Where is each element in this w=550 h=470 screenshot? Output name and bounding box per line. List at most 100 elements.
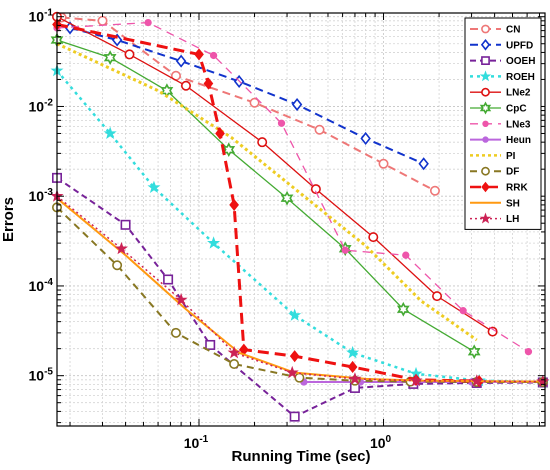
- legend-label-lne3: LNe3: [506, 119, 531, 130]
- data-point-lne3: [341, 246, 349, 254]
- legend-item-lne3: LNe3: [470, 119, 531, 130]
- data-point-cn: [249, 97, 260, 108]
- data-point-upfd: [291, 98, 303, 112]
- legend-marker-roeh: [479, 70, 492, 82]
- tick-base: 10: [29, 9, 45, 25]
- y-tick-label: 10-4: [29, 277, 54, 294]
- x-tick-label: 10-1: [184, 434, 209, 451]
- plot-area: [50, 11, 550, 427]
- data-point-lne3: [277, 119, 286, 127]
- data-point-lh: [536, 374, 550, 388]
- data-point-lne2: [432, 291, 443, 302]
- legend-marker-rrk: [481, 181, 490, 193]
- tick-base: 10: [370, 435, 386, 451]
- data-point-df: [229, 358, 240, 369]
- data-point-ooeh: [163, 274, 174, 285]
- series-upfd: [64, 21, 429, 171]
- legend-label-cn: CN: [506, 25, 520, 36]
- data-point-lh: [348, 372, 362, 385]
- legend-item-cn: CN: [470, 25, 520, 36]
- series-cn: [56, 12, 440, 196]
- legend-marker-cpc: [479, 101, 492, 115]
- legend-item-upfd: UPFD: [470, 39, 533, 51]
- data-point-upfd: [418, 157, 429, 171]
- grid: [57, 13, 545, 426]
- tick-base: 10: [184, 435, 200, 451]
- y-tick-label: 10-5: [29, 367, 54, 384]
- legend-label-upfd: UPFD: [506, 40, 533, 51]
- data-point-ooeh: [289, 411, 300, 422]
- legend-marker-df: [481, 166, 490, 176]
- legend-label-cpc: CpC: [506, 104, 527, 115]
- data-point-lne3: [459, 307, 467, 315]
- tick-exponent: -5: [44, 367, 53, 378]
- tick-exponent: -1: [44, 8, 53, 19]
- data-point-rrk: [215, 127, 225, 140]
- legend-item-rrk: RRK: [470, 181, 528, 194]
- series-layer: [50, 11, 550, 422]
- legend-label-lh: LH: [506, 214, 519, 225]
- legend-item-lne2: LNe2: [470, 88, 531, 99]
- data-point-lh: [409, 373, 423, 387]
- series-line-roeh: [56, 69, 543, 384]
- series-lne3: [53, 18, 533, 356]
- data-point-upfd: [175, 54, 187, 68]
- data-point-lh: [114, 241, 128, 255]
- data-point-cpc: [467, 344, 481, 360]
- y-axis-title: Errors: [0, 197, 17, 242]
- series-line-rrk: [56, 22, 480, 383]
- data-point-rrk: [289, 350, 300, 363]
- data-point-lne3: [402, 251, 410, 259]
- legend-label-lne2: LNe2: [506, 88, 531, 99]
- legend-label-ooeh: OOEH: [506, 56, 535, 67]
- legend: CN UPFD OOEH ROEH LNe2 CpC LNe3 Heun PI DF RRK SH LH: [464, 17, 542, 230]
- data-point-rrk: [229, 198, 239, 211]
- data-point-rrk: [194, 48, 204, 61]
- data-point-roeh: [147, 180, 161, 194]
- series-line-lne3: [56, 21, 529, 353]
- legend-item-df: DF: [470, 167, 519, 178]
- legend-label-pi: PI: [506, 151, 516, 162]
- data-point-roeh: [288, 308, 302, 321]
- data-point-upfd: [360, 131, 371, 145]
- data-point-lne2: [124, 49, 135, 60]
- data-point-cn: [97, 15, 108, 26]
- legend-label-rrk: RRK: [506, 183, 528, 194]
- y-tick-label: 10-3: [29, 187, 54, 204]
- series-line-cpc: [56, 39, 475, 353]
- tick-base: 10: [29, 98, 45, 114]
- tick-exponent: -3: [44, 187, 53, 198]
- data-point-lne3: [209, 51, 218, 60]
- data-point-lne2: [257, 137, 268, 148]
- legend-marker-lh: [479, 212, 492, 224]
- data-point-ooeh: [120, 219, 131, 230]
- legend-marker-lne2: [481, 87, 490, 97]
- tick-base: 10: [29, 188, 45, 204]
- data-point-cpc: [103, 50, 117, 65]
- series-lne2: [51, 11, 498, 337]
- data-point-lne2: [487, 326, 498, 337]
- legend-marker-lne3: [482, 120, 489, 128]
- data-point-cn: [429, 185, 440, 196]
- tick-exponent: -2: [44, 97, 53, 108]
- tick-exponent: -4: [44, 277, 53, 288]
- series-line-lne2: [56, 16, 493, 333]
- tick-exponent: -1: [199, 434, 208, 445]
- legend-item-pi: PI: [470, 151, 516, 162]
- y-tick-label: 10-2: [29, 97, 54, 114]
- legend-marker-cn: [481, 24, 490, 34]
- data-point-lne3: [524, 348, 533, 356]
- x-tick-label: 100: [370, 434, 392, 451]
- data-point-lne2: [310, 184, 321, 195]
- series-roeh: [50, 63, 550, 388]
- data-point-roeh: [103, 126, 117, 140]
- data-point-cn: [378, 158, 389, 169]
- legend-label-roeh: ROEH: [506, 72, 535, 83]
- legend-item-ooeh: OOEH: [470, 56, 535, 67]
- legend-item-cpc: CpC: [470, 101, 527, 115]
- data-point-roeh: [207, 236, 221, 249]
- legend-label-df: DF: [506, 167, 519, 178]
- tick-exponent: 0: [386, 434, 392, 445]
